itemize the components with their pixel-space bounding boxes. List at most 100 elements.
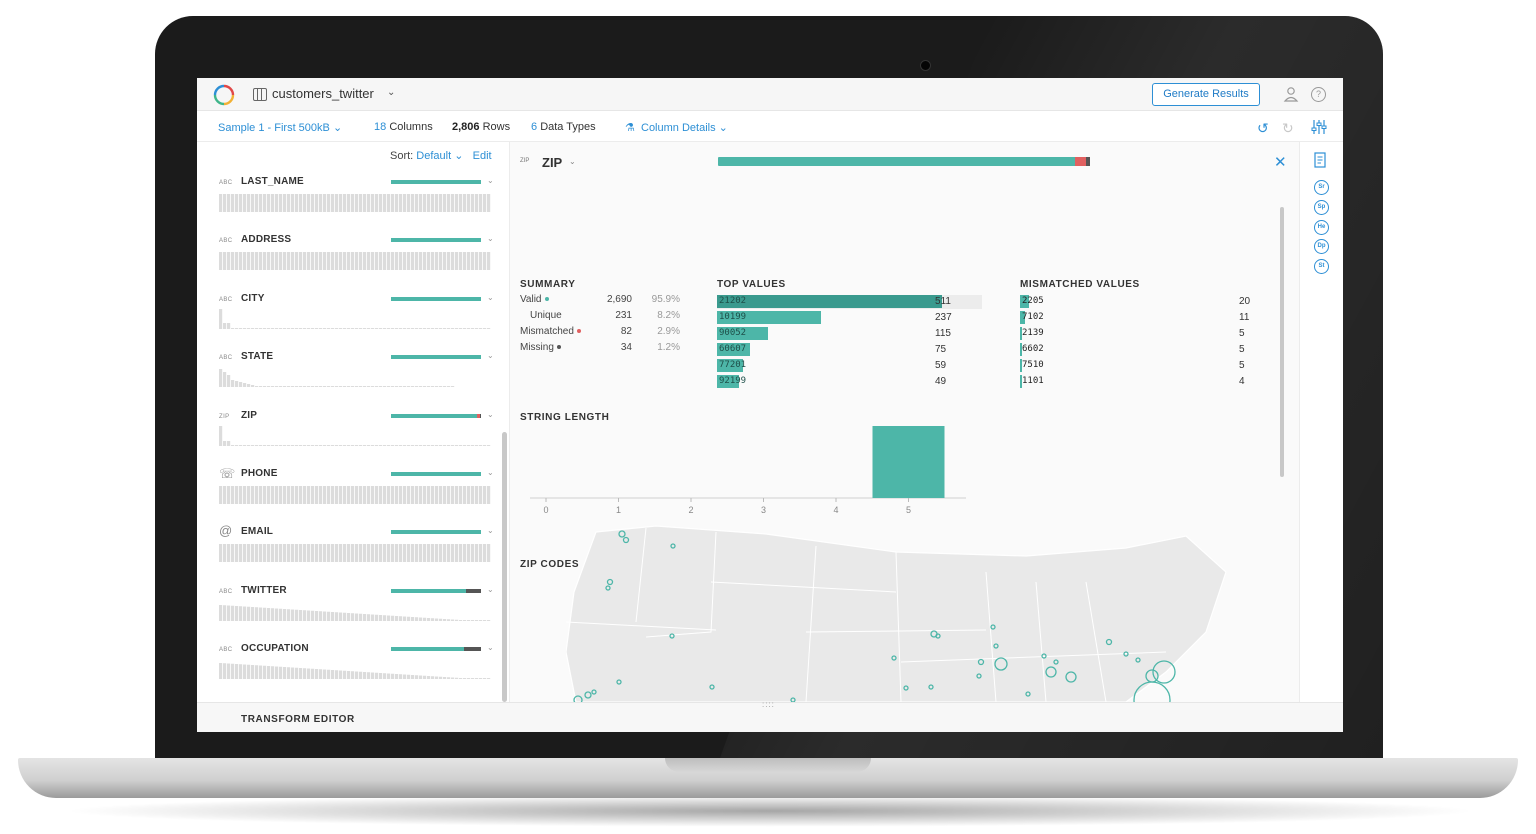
top-value-row[interactable]: 21202 511 bbox=[717, 295, 987, 309]
column-item[interactable]: @ EMAIL ⌄ bbox=[217, 523, 494, 580]
generate-results-button[interactable]: Generate Results bbox=[1152, 83, 1260, 106]
string-length-bar[interactable] bbox=[872, 426, 945, 498]
top-value-label: 90052 bbox=[719, 328, 747, 338]
column-item[interactable]: ABC STATE ⌄ bbox=[217, 351, 494, 405]
top-value-bar bbox=[717, 359, 743, 372]
chevron-down-icon[interactable]: ⌄ bbox=[487, 292, 494, 302]
top-value-row[interactable]: 60607 75 bbox=[717, 343, 987, 357]
column-quality-bar[interactable] bbox=[391, 588, 481, 593]
chevron-down-icon[interactable]: ⌄ bbox=[487, 643, 494, 653]
column-quality-bar[interactable] bbox=[391, 180, 481, 184]
column-histogram[interactable] bbox=[219, 424, 491, 446]
resize-grip-icon[interactable]: :::: bbox=[762, 700, 775, 709]
mismatched-value-row[interactable]: 7510 5 bbox=[1020, 359, 1260, 373]
x-tick-label: 4 bbox=[833, 505, 838, 515]
transform-editor-bar[interactable]: :::: TRANSFORM EDITOR bbox=[197, 700, 1343, 732]
top-value-count: 511 bbox=[935, 296, 951, 307]
mismatched-values-title: MISMATCHED VALUES bbox=[1020, 279, 1140, 290]
toolbar-circle-button[interactable]: St bbox=[1314, 259, 1329, 275]
column-histogram[interactable] bbox=[219, 307, 491, 329]
top-value-row[interactable]: 90052 115 bbox=[717, 327, 987, 341]
column-item[interactable]: ABC CITY ⌄ bbox=[217, 292, 494, 347]
dataset-name[interactable]: customers_twitter bbox=[272, 86, 374, 101]
column-quality-bar[interactable] bbox=[391, 355, 481, 360]
toolbar-circle-button[interactable]: He bbox=[1314, 219, 1329, 235]
chevron-down-icon[interactable]: ⌄ bbox=[487, 176, 494, 185]
chevron-down-icon[interactable]: ⌄ bbox=[569, 157, 576, 166]
zip-codes-map[interactable] bbox=[566, 512, 1246, 702]
column-quality-bar[interactable] bbox=[391, 530, 481, 535]
column-item[interactable]: ☏ PHONE ⌄ bbox=[217, 466, 494, 522]
chevron-down-icon[interactable]: ⌄ bbox=[487, 468, 494, 477]
chevron-down-icon[interactable]: ⌄ bbox=[487, 584, 494, 594]
zip-codes-title: ZIP CODES bbox=[520, 559, 580, 570]
column-quality-bar[interactable] bbox=[391, 238, 481, 243]
column-histogram[interactable] bbox=[219, 657, 491, 680]
data-types-label[interactable]: 6 Data Types bbox=[531, 121, 596, 133]
scrollbar[interactable] bbox=[502, 432, 507, 702]
sort-value[interactable]: Default bbox=[416, 150, 452, 162]
string-length-title: STRING LENGTH bbox=[520, 412, 610, 423]
chevron-down-icon[interactable]: ⌄ bbox=[487, 234, 494, 244]
column-item[interactable]: ABC TWITTER ⌄ bbox=[217, 584, 494, 639]
chevron-down-icon[interactable]: ⌄ bbox=[454, 150, 464, 162]
column-histogram[interactable] bbox=[219, 599, 491, 621]
column-item[interactable]: ZIP ZIP ⌄ bbox=[217, 409, 494, 464]
undo-icon[interactable]: ↺ bbox=[1257, 120, 1269, 136]
chevron-down-icon[interactable]: ⌄ bbox=[387, 87, 396, 98]
column-histogram[interactable] bbox=[219, 540, 491, 563]
top-value-row[interactable]: 92199 49 bbox=[717, 375, 987, 389]
column-quality-bar[interactable] bbox=[391, 296, 481, 301]
column-item[interactable]: ABC ADDRESS ⌄ bbox=[217, 234, 494, 288]
column-quality-bar[interactable] bbox=[391, 472, 481, 476]
close-icon[interactable]: ✕ bbox=[1274, 154, 1287, 171]
detail-column-name[interactable]: ZIP bbox=[542, 155, 563, 170]
column-histogram[interactable] bbox=[219, 248, 491, 271]
top-value-count: 49 bbox=[935, 376, 947, 387]
missing-segment bbox=[463, 647, 481, 652]
chevron-down-icon[interactable]: ⌄ bbox=[487, 351, 494, 361]
column-histogram[interactable] bbox=[219, 482, 491, 504]
column-details-selector[interactable]: ⚗ Column Details ⌄ bbox=[625, 121, 728, 134]
toolbar-circle-button[interactable]: Dp bbox=[1314, 239, 1329, 255]
user-icon[interactable] bbox=[1283, 86, 1299, 102]
status-dot bbox=[544, 297, 549, 302]
top-value-row[interactable]: 10199 237 bbox=[717, 311, 987, 325]
summary-row: Valid 2,690 95.9% bbox=[520, 294, 680, 308]
data-quality-bar[interactable] bbox=[718, 157, 1090, 166]
mismatched-value-row[interactable]: 7102 11 bbox=[1020, 311, 1260, 325]
recipe-icon[interactable] bbox=[1314, 152, 1328, 168]
mismatched-value-row[interactable]: 6602 5 bbox=[1020, 343, 1260, 357]
column-name: OCCUPATION bbox=[241, 643, 309, 655]
column-quality-bar[interactable] bbox=[391, 413, 481, 418]
column-item[interactable]: ABC OCCUPATION ⌄ bbox=[217, 643, 494, 697]
mismatched-value-row[interactable]: 1101 4 bbox=[1020, 375, 1260, 389]
toolbar-circle-button[interactable]: Sp bbox=[1314, 199, 1329, 215]
column-item[interactable]: ABC LAST_NAME ⌄ bbox=[217, 176, 494, 230]
sample-selector[interactable]: Sample 1 - First 500kB ⌄ bbox=[218, 121, 342, 134]
app-logo-icon[interactable] bbox=[213, 84, 235, 106]
column-histogram[interactable] bbox=[219, 190, 491, 212]
chevron-down-icon[interactable]: ⌄ bbox=[487, 409, 494, 419]
top-value-bar bbox=[717, 327, 768, 340]
edit-button[interactable]: Edit bbox=[472, 150, 492, 162]
summary-row: Missing 34 1.2% bbox=[520, 342, 680, 356]
sliders-icon[interactable] bbox=[1311, 119, 1327, 135]
dataset-table-icon bbox=[253, 88, 267, 101]
scrollbar[interactable] bbox=[1280, 207, 1284, 477]
mismatched-value-row[interactable]: 2139 5 bbox=[1020, 327, 1260, 341]
column-histogram[interactable] bbox=[219, 365, 491, 388]
top-value-label: 77201 bbox=[719, 360, 747, 370]
toolbar-circle-button[interactable]: Sr bbox=[1314, 180, 1329, 195]
column-name: ZIP bbox=[241, 409, 258, 421]
top-value-bar bbox=[717, 311, 822, 324]
summary-label: Valid bbox=[520, 294, 549, 305]
help-icon[interactable]: ? bbox=[1311, 87, 1326, 102]
top-value-row[interactable]: 77201 59 bbox=[717, 359, 987, 373]
redo-icon[interactable]: ↻ bbox=[1282, 120, 1294, 136]
column-quality-bar[interactable] bbox=[391, 647, 481, 652]
mismatched-value-row[interactable]: 2205 20 bbox=[1020, 295, 1260, 309]
summary-count: 231 bbox=[615, 310, 632, 321]
chevron-down-icon[interactable]: ⌄ bbox=[487, 526, 494, 536]
summary-percent: 1.2% bbox=[657, 342, 680, 353]
